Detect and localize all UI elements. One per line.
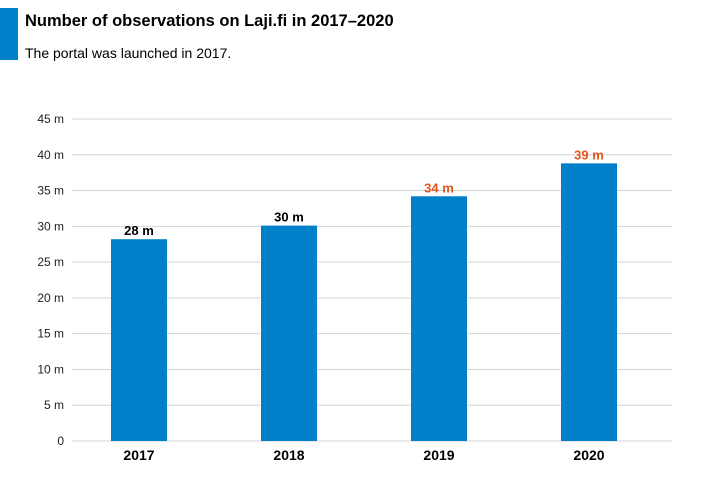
y-tick-label: 10 m bbox=[37, 362, 64, 376]
y-tick-label: 45 m bbox=[37, 112, 64, 126]
y-tick-label: 35 m bbox=[37, 184, 64, 198]
y-tick-label: 25 m bbox=[37, 255, 64, 269]
chart-subtitle: The portal was launched in 2017. bbox=[25, 45, 232, 61]
bar bbox=[411, 196, 467, 441]
data-label: 34 m bbox=[424, 180, 454, 195]
bar bbox=[261, 225, 317, 441]
y-tick-label: 20 m bbox=[37, 291, 64, 305]
x-tick-label: 2020 bbox=[573, 447, 604, 463]
y-tick-label: 30 m bbox=[37, 219, 64, 233]
y-tick-label: 15 m bbox=[37, 327, 64, 341]
chart-title: Number of observations on Laji.fi in 201… bbox=[25, 12, 394, 30]
bar bbox=[561, 163, 617, 441]
y-tick-label: 40 m bbox=[37, 148, 64, 162]
y-tick-label: 0 bbox=[57, 434, 64, 448]
bar bbox=[111, 239, 167, 441]
data-label: 39 m bbox=[574, 147, 604, 162]
data-label: 28 m bbox=[124, 223, 154, 238]
accent-bar bbox=[0, 8, 18, 60]
data-label: 30 m bbox=[274, 210, 304, 225]
x-tick-label: 2019 bbox=[423, 447, 454, 463]
y-tick-label: 5 m bbox=[44, 398, 64, 412]
x-tick-label: 2017 bbox=[123, 447, 154, 463]
x-tick-label: 2018 bbox=[273, 447, 304, 463]
